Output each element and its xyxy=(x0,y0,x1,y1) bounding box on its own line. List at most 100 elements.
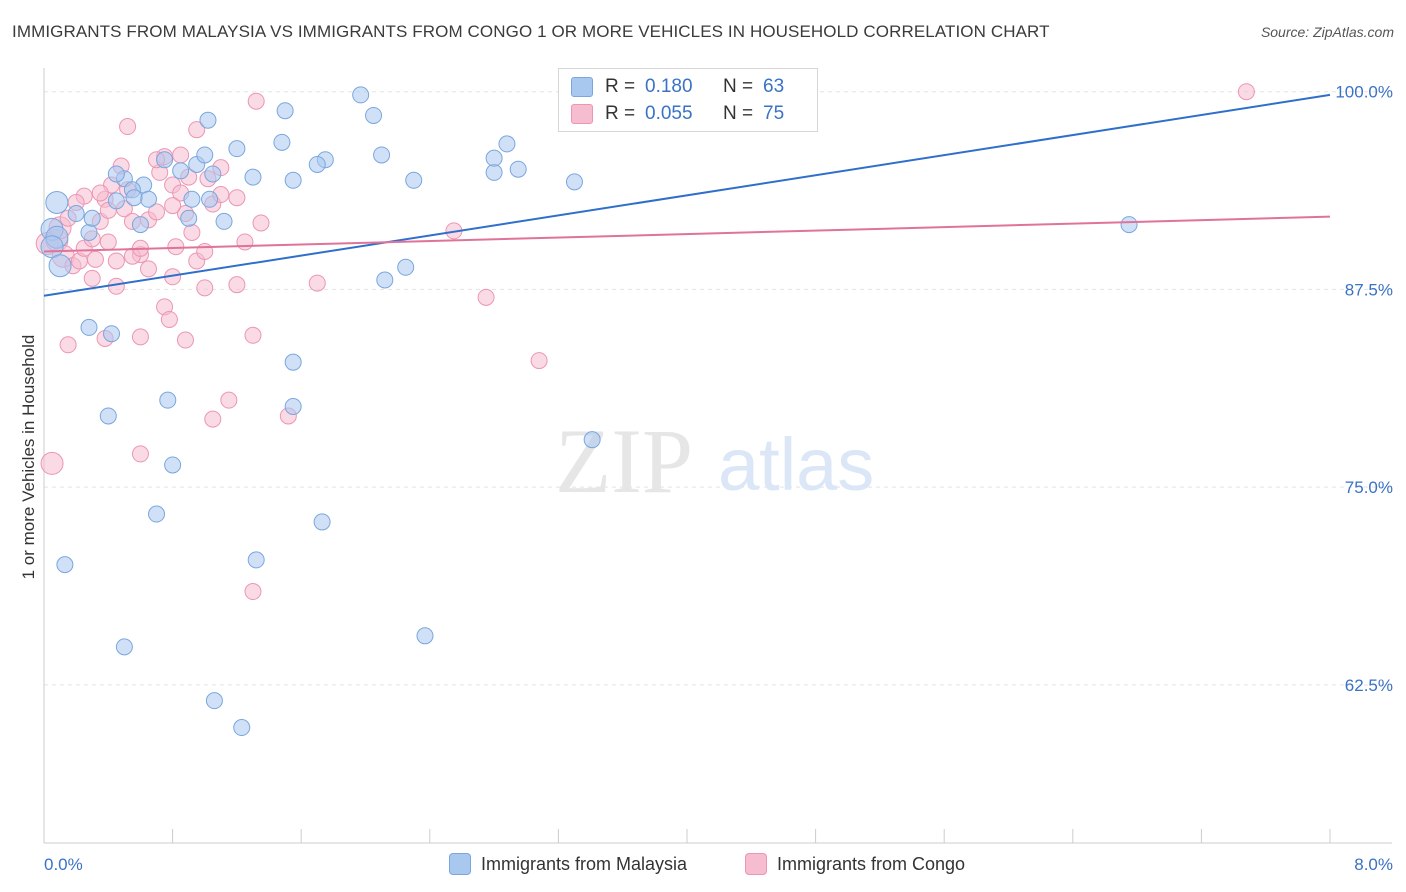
congo-n-label: N = xyxy=(723,103,754,124)
congo-r-label: R = xyxy=(605,103,636,124)
congo-point-42 xyxy=(228,276,246,294)
malaysia-point-49 xyxy=(284,353,302,371)
congo-point-25 xyxy=(183,223,201,241)
congo-point-32 xyxy=(252,214,270,232)
congo-point-59 xyxy=(1237,83,1255,101)
bottom-malaysia-label: Immigrants from Malaysia xyxy=(481,853,688,874)
malaysia-point-46 xyxy=(159,391,177,409)
malaysia-point-29 xyxy=(365,106,383,124)
congo-point-38 xyxy=(160,310,178,328)
malaysia-point-19 xyxy=(156,151,174,169)
watermark-zip: ZIP xyxy=(555,410,693,512)
correlation-legend: R = 0.180 N = 63 R = 0.055 N = 75 xyxy=(558,68,818,132)
malaysia-point-39 xyxy=(565,173,583,191)
y-tick-label-2: 75.0% xyxy=(1345,478,1393,497)
trend-lines xyxy=(43,93,1331,297)
congo-point-61 xyxy=(91,184,109,202)
congo-point-31 xyxy=(236,233,254,251)
malaysia-point-17 xyxy=(183,190,201,208)
congo-point-53 xyxy=(172,146,190,164)
congo-point-55 xyxy=(40,451,64,475)
malaysia-r-label: R = xyxy=(605,76,636,97)
malaysia-r-value: 0.180 xyxy=(645,76,693,97)
chart-title: IMMIGRANTS FROM MALAYSIA VS IMMIGRANTS F… xyxy=(12,22,1050,41)
congo-point-36 xyxy=(131,328,149,346)
malaysia-point-47 xyxy=(164,456,182,474)
congo-point-33 xyxy=(59,336,77,354)
malaysia-point-30 xyxy=(352,86,370,104)
malaysia-point-22 xyxy=(228,140,246,158)
bottom-congo-swatch xyxy=(745,853,767,875)
source-credit: Source: ZipAtlas.com xyxy=(1260,24,1394,40)
malaysia-points xyxy=(40,86,1138,737)
congo-n-value: 75 xyxy=(763,103,785,124)
congo-point-51 xyxy=(119,118,137,136)
malaysia-point-24 xyxy=(273,133,291,151)
malaysia-point-52 xyxy=(247,551,265,569)
congo-point-7 xyxy=(83,269,101,287)
congo-point-22 xyxy=(167,238,185,256)
malaysia-point-53 xyxy=(56,556,74,574)
malaysia-n-label: N = xyxy=(723,76,754,97)
congo-point-49 xyxy=(308,274,326,292)
watermark: ZIP atlas xyxy=(555,410,874,512)
congo-point-63 xyxy=(99,233,117,251)
malaysia-point-57 xyxy=(416,627,434,645)
malaysia-point-42 xyxy=(199,111,217,129)
malaysia-trend-line xyxy=(43,93,1331,297)
malaysia-point-51 xyxy=(313,513,331,531)
congo-swatch xyxy=(571,104,593,124)
malaysia-point-4 xyxy=(48,254,72,278)
bottom-legend-congo: Immigrants from Congo xyxy=(745,852,965,876)
malaysia-point-56 xyxy=(233,719,251,737)
x-tick-label-1: 8.0% xyxy=(1354,855,1393,874)
malaysia-point-15 xyxy=(196,146,214,164)
malaysia-point-58 xyxy=(583,431,601,449)
congo-point-39 xyxy=(176,331,194,349)
malaysia-point-43 xyxy=(80,318,98,336)
congo-point-71 xyxy=(148,203,166,221)
malaysia-point-37 xyxy=(485,149,503,167)
bottom-malaysia-swatch xyxy=(449,853,471,875)
legend-row-malaysia: R = 0.180 N = 63 xyxy=(571,75,784,99)
malaysia-point-45 xyxy=(99,407,117,425)
congo-point-45 xyxy=(204,410,222,428)
congo-points xyxy=(35,83,1255,601)
malaysia-point-62 xyxy=(83,209,101,227)
congo-point-8 xyxy=(86,250,104,268)
congo-point-69 xyxy=(107,252,125,270)
y-tick-label-1: 87.5% xyxy=(1345,280,1393,299)
y-tick-label-3: 62.5% xyxy=(1345,676,1393,695)
congo-point-30 xyxy=(228,189,246,207)
tick-labels: 100.0% 87.5% 75.0% 62.5% 0.0% 8.0% xyxy=(44,83,1393,874)
y-axis-label: 1 or more Vehicles in Household xyxy=(19,334,38,580)
congo-point-44 xyxy=(220,391,238,409)
congo-point-41 xyxy=(196,279,214,297)
malaysia-point-11 xyxy=(139,190,157,208)
malaysia-point-61 xyxy=(131,216,149,234)
x-tick-label-0: 0.0% xyxy=(44,855,83,874)
malaysia-point-28 xyxy=(276,102,294,120)
congo-point-64 xyxy=(139,260,157,278)
malaysia-swatch xyxy=(571,77,593,97)
congo-point-54 xyxy=(188,121,206,139)
malaysia-point-34 xyxy=(376,271,394,289)
malaysia-point-18 xyxy=(201,190,219,208)
malaysia-point-33 xyxy=(397,258,415,276)
malaysia-point-31 xyxy=(373,146,391,164)
malaysia-point-21 xyxy=(215,212,233,230)
watermark-atlas: atlas xyxy=(718,423,874,506)
legend-row-congo: R = 0.055 N = 75 xyxy=(571,102,784,126)
malaysia-point-20 xyxy=(180,209,198,227)
malaysia-point-38 xyxy=(509,160,527,178)
congo-point-47 xyxy=(131,445,149,463)
malaysia-point-48 xyxy=(148,505,166,523)
malaysia-point-54 xyxy=(115,638,133,656)
bottom-congo-label: Immigrants from Congo xyxy=(777,853,966,874)
y-tick-label-0: 100.0% xyxy=(1335,83,1393,102)
congo-point-58 xyxy=(530,352,548,370)
malaysia-point-9 xyxy=(107,165,125,183)
bottom-legend-malaysia: Immigrants from Malaysia xyxy=(449,852,687,876)
malaysia-point-0 xyxy=(45,190,69,214)
